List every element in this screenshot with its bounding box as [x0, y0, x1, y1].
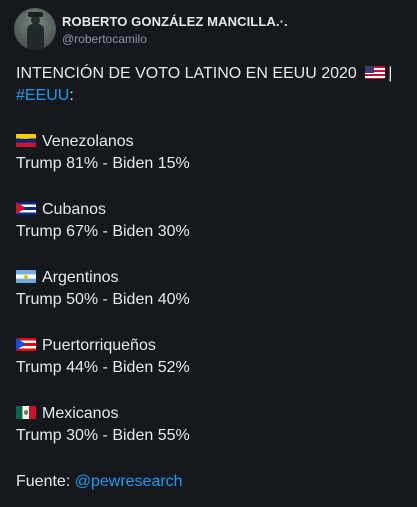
avatar-head	[31, 15, 40, 25]
avatar-hat	[28, 12, 43, 17]
group-name: Venezolanos	[42, 133, 134, 150]
usa-flag-icon	[365, 66, 386, 79]
group-name: Argentinos	[42, 269, 119, 286]
group-result: Trump 81% - Biden 15%	[16, 155, 190, 172]
source-line: Fuente: @pewresearch	[16, 471, 416, 493]
tweet-title-line: INTENCIÓN DE VOTO LATINO EN EEUU 2020 |	[16, 63, 416, 85]
source-link[interactable]: @pewresearch	[74, 473, 183, 490]
tweet-title: INTENCIÓN DE VOTO LATINO EN EEUU 2020	[16, 65, 357, 82]
tweet-header: ROBERTO GONZÁLEZ MANCILLA.·. @robertocam…	[14, 8, 414, 50]
group-result: Trump 67% - Biden 30%	[16, 223, 190, 240]
argentina-flag-icon	[16, 270, 36, 283]
title-suffix: |	[388, 65, 393, 82]
hashtag-link[interactable]: #EEUU	[16, 87, 70, 104]
venezuela-flag-icon	[16, 134, 36, 147]
mexico-flag-icon	[16, 406, 36, 419]
cuba-flag-icon	[16, 202, 36, 215]
hashtag-line: #EEUU:	[16, 85, 416, 107]
avatar[interactable]	[14, 8, 56, 50]
tweet-body: INTENCIÓN DE VOTO LATINO EN EEUU 2020 | …	[16, 63, 416, 493]
group-name-line: Venezolanos	[16, 131, 416, 153]
avatar-figure	[27, 24, 44, 50]
group-result: Trump 50% - Biden 40%	[16, 291, 190, 308]
puerto-rico-flag-icon	[16, 338, 36, 351]
source-label: Fuente:	[16, 473, 71, 490]
group-name: Cubanos	[42, 201, 107, 218]
group-result: Trump 30% - Biden 55%	[16, 427, 190, 444]
author-name[interactable]: ROBERTO GONZÁLEZ MANCILLA.·.	[62, 14, 288, 29]
group-name-line: Puertorriqueños	[16, 335, 416, 357]
group-name-line: Mexicanos	[16, 403, 416, 425]
group-name-line: Argentinos	[16, 267, 416, 289]
author-handle[interactable]: @robertocamilo	[62, 32, 147, 46]
group-result: Trump 44% - Biden 52%	[16, 359, 190, 376]
group-name: Puertorriqueños	[42, 337, 156, 354]
hashtag-suffix: :	[69, 87, 74, 104]
group-name: Mexicanos	[42, 405, 119, 422]
group-name-line: Cubanos	[16, 199, 416, 221]
